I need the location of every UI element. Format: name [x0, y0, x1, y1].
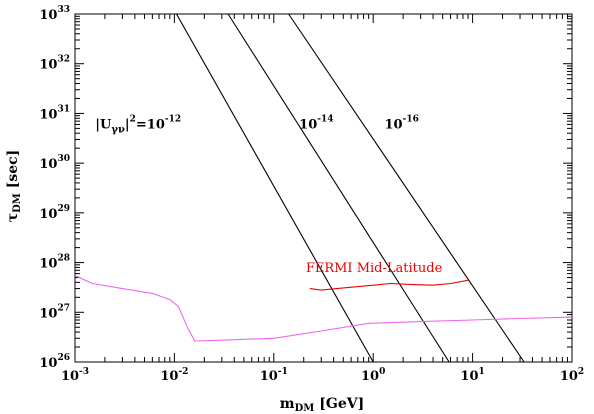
annotation-u14: 10-14 [299, 114, 333, 132]
series-line-5 [74, 274, 573, 342]
plot-border [74, 13, 573, 363]
x-tick-label: 101 [460, 367, 484, 384]
series-fermi-mid-latitude [309, 279, 469, 291]
y-tick-label: 1026 [39, 353, 70, 371]
plot-frame [74, 13, 573, 363]
series-line-1 [176, 13, 374, 363]
y-tick-label: 1027 [39, 303, 70, 321]
y-axis-title: τDM [sec] [5, 150, 23, 223]
series-line-3 [288, 13, 525, 363]
y-tick-label: 1028 [39, 254, 70, 272]
x-tick-label: 10-2 [160, 367, 188, 384]
x-tick-label: 10-3 [61, 367, 89, 384]
annotations: |Uγν|2=10-12 10-14 10-16 FERMI Mid-Latitude [95, 114, 442, 275]
y-axis-ticks: 1026 1027 1028 1029 1030 1031 1032 1033 [39, 5, 572, 371]
y-tick-label: 1029 [39, 204, 70, 222]
y-tick-label: 1033 [39, 5, 70, 23]
y-tick-label: 1031 [39, 104, 70, 122]
y-tick-label: 1030 [39, 154, 70, 172]
annotation-u16: 10-16 [385, 114, 419, 132]
x-axis-title: mDM [GeV] [280, 396, 364, 414]
series-layer [74, 13, 573, 363]
series-line-2 [227, 13, 450, 363]
x-tick-label: 10-1 [260, 367, 288, 384]
y-tick-label: 1032 [39, 55, 70, 73]
x-tick-label: 102 [560, 367, 584, 384]
x-tick-label: 100 [361, 367, 385, 384]
annotation-fermi: FERMI Mid-Latitude [306, 261, 443, 276]
x-axis-ticks: 10-3 10-2 10-1 100 101 102 [61, 14, 584, 384]
annotation-u12: |Uγν|2=10-12 [95, 114, 181, 135]
